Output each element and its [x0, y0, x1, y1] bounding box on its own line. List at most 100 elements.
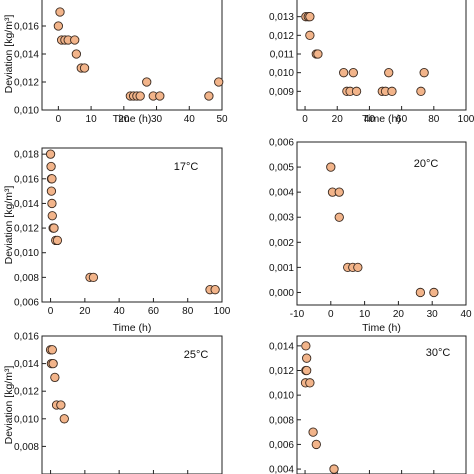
y-tick-label: 0,002 — [269, 238, 294, 249]
y-tick-label: 0,010 — [14, 248, 39, 259]
data-point — [308, 427, 318, 437]
data-point — [204, 91, 214, 101]
x-tick-label: 0 — [328, 309, 334, 320]
chart-panel-2: 0 20 40 60 80 100 0,009 0,010 0,011 0,012 0,013 Tim… — [269, 0, 474, 125]
y-tick-label: 0,008 — [14, 442, 39, 453]
data-point — [419, 68, 429, 78]
y-tick-label: 0,014 — [14, 359, 39, 370]
y-tick-label: 0,010 — [269, 68, 294, 79]
data-point — [52, 235, 63, 246]
data-point — [88, 272, 99, 283]
x-tick-label: 30 — [427, 309, 439, 320]
x-axis-title: Time (h) — [113, 113, 152, 125]
y-tick-label: 0,008 — [14, 273, 39, 284]
data-point — [415, 287, 426, 298]
x-axis-title: Time (h) — [113, 322, 152, 334]
data-point — [313, 49, 323, 59]
y-tick-label: 0,000 — [269, 288, 294, 299]
data-point — [416, 86, 426, 96]
x-tick-label: 60 — [148, 306, 160, 317]
x-tick-label: 0 — [48, 306, 54, 317]
chart-panel-1: 0 10 20 30 40 50 0,010 0,012 0,014 0,016 Time (h) D… — [3, 0, 228, 125]
y-tick-label: 0,010 — [14, 106, 39, 117]
data-point — [155, 91, 165, 101]
y-axis-title: Deviation [kg/m³] — [3, 366, 15, 445]
plot-frame — [296, 141, 467, 306]
y-tick-label: 0,001 — [269, 263, 294, 274]
y-tick-label: 0,013 — [269, 12, 294, 23]
x-axis-title: Time (h) — [362, 322, 401, 334]
data-point — [71, 49, 82, 59]
data-point — [79, 63, 90, 73]
chart-panel-5: 0,008 0,010 0,012 0,014 0,016 Deviation [kg/m… — [3, 332, 223, 474]
chart-panel-4: -10 0 10 20 30 40 0,000 0,001 0,002 0,003 0,004 0,0… — [269, 138, 472, 335]
data-point — [50, 372, 60, 383]
y-tick-label: 0,006 — [14, 298, 39, 309]
data-point — [384, 68, 394, 78]
chart-panel-6: 0,004 0,006 0,008 0,010 0,012 0,014 30°C — [269, 335, 467, 474]
y-tick-label: 0,005 — [269, 163, 294, 174]
data-point — [56, 400, 66, 410]
chart-panel-3: 0 20 40 60 80 100 0,006 0,008 0,010 0,012 0,014 0,0… — [3, 147, 231, 334]
data-point — [142, 77, 152, 87]
y-tick-label: 0,008 — [269, 415, 294, 426]
data-point — [326, 162, 336, 172]
y-tick-label: 0,012 — [269, 366, 294, 377]
data-point — [329, 464, 339, 474]
panel-temperature-label: 30°C — [426, 347, 451, 359]
data-point — [429, 287, 439, 298]
x-tick-label: 100 — [458, 114, 474, 125]
data-point — [135, 91, 145, 101]
data-point — [53, 21, 64, 31]
x-tick-label: 10 — [86, 114, 98, 125]
data-point — [47, 174, 57, 184]
data-point — [210, 285, 220, 295]
data-point — [334, 187, 344, 197]
x-tick-label: 20 — [393, 309, 405, 320]
data-point — [46, 186, 57, 196]
y-tick-label: 0,011 — [270, 50, 295, 61]
data-point — [351, 86, 362, 96]
data-point — [70, 35, 80, 45]
data-point — [55, 7, 65, 17]
x-tick-label: 20 — [79, 306, 91, 317]
data-point — [334, 212, 344, 222]
data-point — [47, 198, 57, 209]
y-tick-label: 0,016 — [14, 174, 39, 185]
panel-temperature-label: 17°C — [174, 161, 199, 173]
y-tick-label: 0,003 — [269, 213, 294, 224]
data-point — [301, 341, 311, 351]
data-point — [305, 30, 315, 40]
y-tick-label: 0,018 — [14, 150, 39, 161]
plot-frame — [41, 335, 223, 474]
plot-frame — [41, 147, 223, 303]
x-tick-label: 40 — [114, 306, 126, 317]
x-tick-label: 20 — [332, 114, 344, 125]
x-tick-label: 100 — [214, 306, 231, 317]
x-tick-label: 40 — [364, 114, 376, 125]
data-point — [46, 161, 56, 172]
x-tick-label: -10 — [290, 309, 305, 320]
data-point — [305, 12, 315, 22]
data-point — [302, 365, 312, 376]
data-point — [214, 77, 224, 87]
x-tick-label: 40 — [460, 309, 472, 320]
x-tick-label: 80 — [428, 114, 440, 125]
y-tick-label: 0,014 — [14, 199, 39, 210]
data-point — [302, 353, 312, 363]
y-tick-label: 0,012 — [14, 78, 39, 89]
data-point — [311, 439, 321, 450]
y-axis-title: Deviation [kg/m³] — [3, 15, 15, 94]
x-tick-label: 0 — [56, 114, 62, 125]
data-point — [339, 68, 349, 78]
plot-frame — [296, 335, 467, 474]
y-tick-label: 0,010 — [14, 414, 39, 425]
y-tick-label: 0,016 — [14, 22, 39, 33]
data-point — [305, 378, 315, 388]
data-point — [45, 149, 56, 159]
data-point — [49, 223, 59, 233]
y-tick-label: 0,009 — [269, 87, 294, 98]
y-tick-label: 0,004 — [269, 188, 294, 199]
panel-temperature-label: 20°C — [414, 158, 439, 170]
